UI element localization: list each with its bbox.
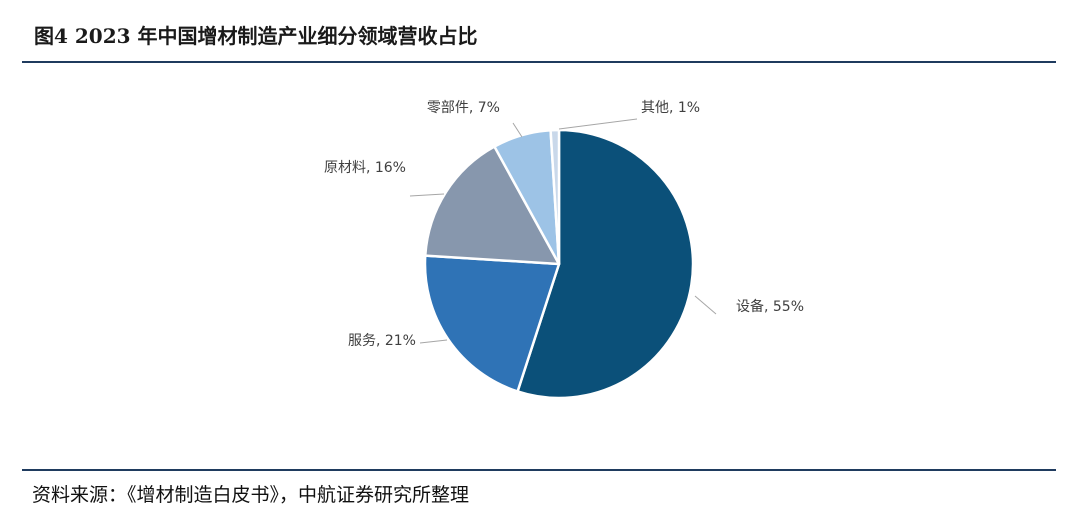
top-rule — [22, 61, 1056, 63]
data-label-3: 原材料, 16% — [324, 160, 406, 176]
figure-title: 图4 2023 年中国增材制造产业细分领域营收占比 — [34, 24, 478, 48]
data-labels: 设备, 55% 服务, 21% 原材料, 16% 零部件, 7% 其他, 1% — [324, 100, 804, 349]
data-label-5: 其他, 1% — [641, 100, 700, 116]
pie-slice-1 — [516, 128, 695, 400]
leader-line-3 — [409, 193, 445, 197]
label-leader-lines — [409, 118, 717, 344]
pie-slice-3 — [424, 145, 561, 266]
pie-slices — [423, 128, 695, 400]
source-note: 资料来源：《增材制造白皮书》，中航证券研究所整理 — [32, 484, 470, 506]
leader-line-2 — [419, 339, 448, 344]
data-label-4: 零部件, 7% — [427, 100, 500, 116]
leader-line-1 — [694, 295, 717, 315]
data-label-1: 设备, 55% — [736, 298, 804, 315]
pie-slice-5 — [549, 128, 561, 266]
pie-slice-2 — [423, 254, 561, 393]
leader-line-5 — [558, 118, 638, 130]
leader-line-4 — [512, 122, 523, 138]
data-label-2: 服务, 21% — [348, 333, 416, 349]
bottom-rule — [22, 469, 1056, 471]
